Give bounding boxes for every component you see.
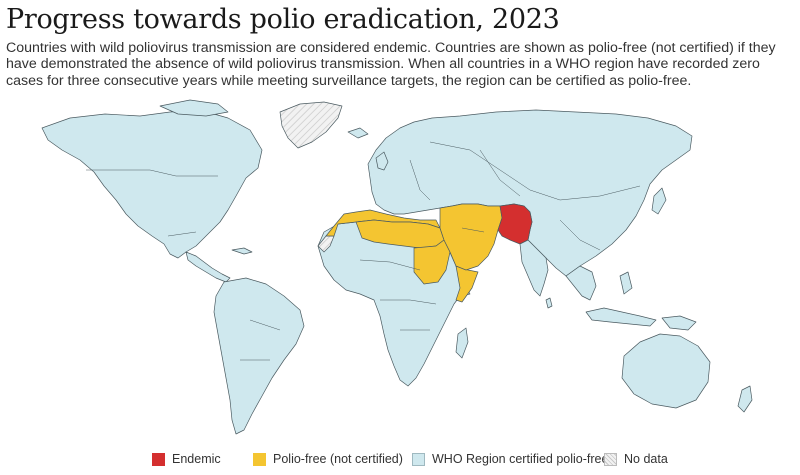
region-sudan[interactable] (413, 239, 451, 285)
region-arctic-islands[interactable] (159, 99, 229, 117)
region-japan[interactable] (651, 187, 667, 215)
region-australia[interactable] (621, 333, 711, 409)
region-western-sahara[interactable] (317, 235, 335, 253)
legend-label-no-data: No data (624, 452, 668, 466)
region-somalia[interactable] (455, 265, 479, 303)
legend-label-polio-free: Polio-free (not certified) (273, 452, 403, 466)
region-iceland[interactable] (347, 127, 369, 139)
legend-item-no-data: No data (604, 452, 668, 466)
region-new-zealand[interactable] (737, 385, 753, 413)
region-afghanistan-pakistan[interactable] (497, 203, 533, 245)
legend-item-certified: WHO Region certified polio-free (412, 452, 608, 466)
legend-label-endemic: Endemic (172, 452, 221, 466)
chart-title: Progress towards polio eradication, 2023 (6, 4, 560, 35)
region-indonesia[interactable] (585, 307, 657, 327)
legend-swatch-certified (412, 452, 425, 466)
legend-swatch-no-data (604, 452, 617, 466)
region-india[interactable] (519, 239, 549, 297)
region-madagascar[interactable] (455, 327, 469, 359)
internal-borders (86, 141, 641, 361)
world-map (41, 99, 753, 435)
legend-label-certified: WHO Region certified polio-free (432, 452, 609, 466)
region-southeast-asia[interactable] (565, 265, 597, 301)
region-greenland[interactable] (279, 101, 343, 149)
legend-swatch-endemic (152, 452, 165, 466)
region-caribbean[interactable] (231, 247, 253, 255)
region-north-africa[interactable] (325, 209, 441, 237)
region-south-america[interactable] (213, 277, 305, 435)
legend-item-polio-free: Polio-free (not certified) (253, 452, 403, 466)
region-north-america[interactable] (41, 109, 263, 259)
region-uk-ireland[interactable] (375, 151, 389, 171)
legend: Endemic Polio-free (not certified) WHO R… (0, 452, 800, 470)
legend-swatch-polio-free (253, 452, 266, 466)
region-sri-lanka[interactable] (545, 297, 553, 309)
region-middle-east[interactable] (439, 203, 503, 271)
chart-subtitle: Countries with wild poliovirus transmiss… (6, 40, 776, 89)
region-new-guinea[interactable] (661, 315, 697, 331)
region-philippines[interactable] (619, 271, 633, 295)
legend-item-endemic: Endemic (152, 452, 221, 466)
region-central-america[interactable] (185, 251, 231, 283)
